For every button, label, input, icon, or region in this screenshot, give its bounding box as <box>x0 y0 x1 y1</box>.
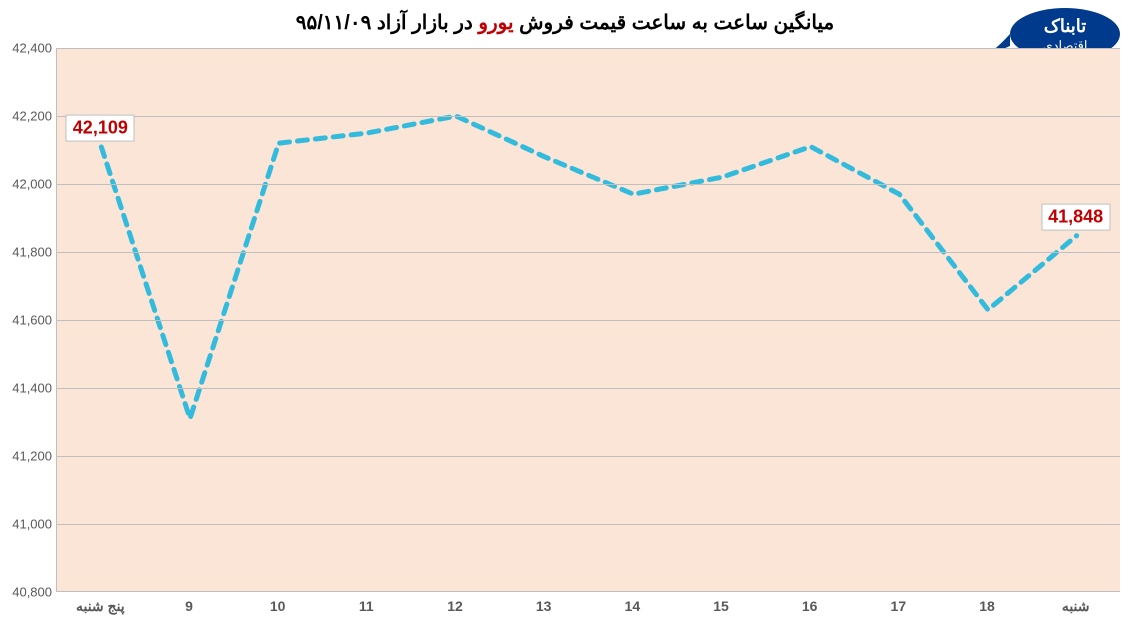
gridline <box>57 320 1120 321</box>
y-tick-label: 41,000 <box>4 517 52 532</box>
y-tick-label: 41,400 <box>4 381 52 396</box>
x-tick-label: 13 <box>536 598 552 614</box>
data-label: 42,109 <box>66 115 135 142</box>
x-tick-label: 9 <box>185 598 193 614</box>
chart-title: میانگین ساعت به ساعت قیمت فروش یورو در ب… <box>0 10 1130 35</box>
x-tick-label: 17 <box>891 598 907 614</box>
x-tick-label: 16 <box>802 598 818 614</box>
y-tick-label: 41,200 <box>4 449 52 464</box>
y-tick-label: 42,000 <box>4 177 52 192</box>
title-pre: میانگین ساعت به ساعت قیمت فروش <box>514 12 835 34</box>
gridline <box>57 524 1120 525</box>
x-tick-label: پنج شنبه <box>76 598 125 615</box>
x-tick-label: 12 <box>447 598 463 614</box>
title-post: در بازار آزاد ۹۵/۱۱/۰۹ <box>296 12 479 34</box>
gridline <box>57 252 1120 253</box>
y-tick-label: 42,200 <box>4 109 52 124</box>
title-accent: یورو <box>478 12 513 34</box>
data-label: 41,848 <box>1041 203 1110 230</box>
x-tick-label: 18 <box>979 598 995 614</box>
chart-container: میانگین ساعت به ساعت قیمت فروش یورو در ب… <box>0 0 1130 628</box>
x-tick-label: 15 <box>713 598 729 614</box>
y-tick-label: 42,400 <box>4 41 52 56</box>
y-tick-label: 41,800 <box>4 245 52 260</box>
y-tick-label: 41,600 <box>4 313 52 328</box>
plot-area <box>56 48 1120 592</box>
gridline <box>57 116 1120 117</box>
x-tick-label: 14 <box>625 598 641 614</box>
gridline <box>57 48 1120 49</box>
x-tick-label: شنبه <box>1062 598 1090 615</box>
gridline <box>57 184 1120 185</box>
y-tick-label: 40,800 <box>4 585 52 600</box>
x-tick-label: 11 <box>359 598 374 614</box>
gridline <box>57 456 1120 457</box>
x-tick-label: 10 <box>270 598 286 614</box>
logo-text-top: تابناک <box>1044 16 1087 36</box>
gridline <box>57 388 1120 389</box>
data-line <box>101 116 1076 419</box>
